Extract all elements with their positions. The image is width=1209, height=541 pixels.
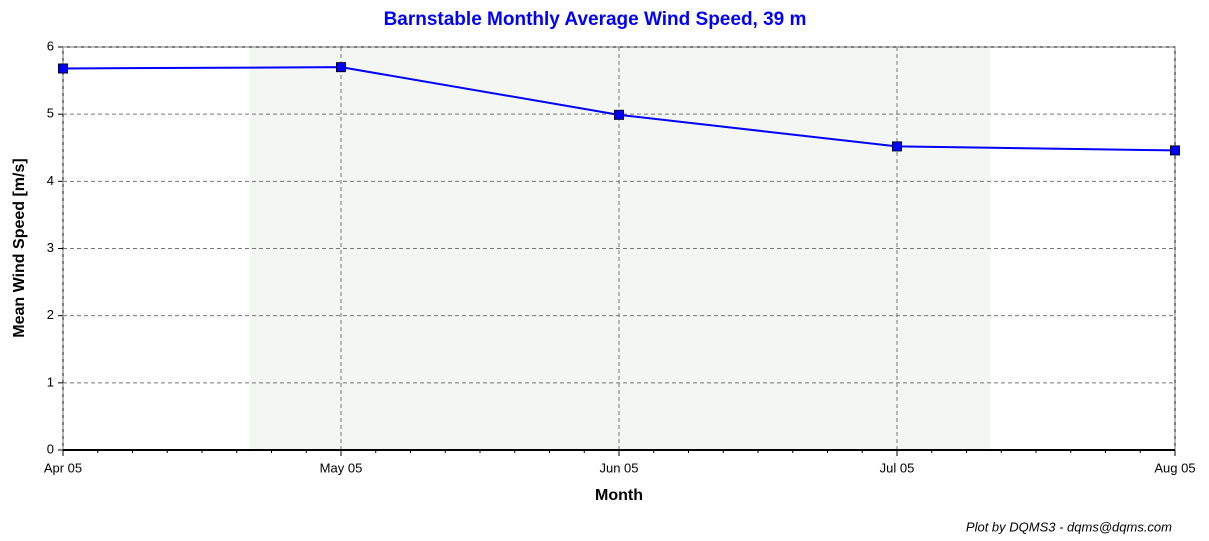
point — [614, 109, 624, 120]
footer: Plot by DQMS3 - dqms@dqms.com — [966, 519, 1172, 534]
y-tick-label: 3 — [47, 240, 54, 255]
y-axis-label: Mean Wind Speed [m/s] — [11, 158, 28, 337]
y-tick-label: 2 — [47, 307, 54, 322]
x-tick-label: Aug 05 — [1154, 460, 1195, 475]
x-axis-label: Month — [595, 487, 643, 504]
point — [892, 141, 902, 152]
y-tick-label: 1 — [47, 374, 54, 389]
x-tick-label: May 05 — [320, 460, 363, 475]
x-tick-label: Apr 05 — [44, 460, 82, 475]
point — [336, 62, 346, 73]
y-tick-label: 5 — [47, 106, 54, 121]
point — [58, 63, 68, 74]
x-tick-label: Jun 05 — [599, 460, 638, 475]
y-tick-label: 6 — [47, 38, 54, 53]
x-tick-label: Jul 05 — [880, 460, 915, 475]
y-tick-label: 4 — [47, 173, 54, 188]
y-tick-label: 0 — [47, 441, 54, 456]
point — [1170, 145, 1180, 156]
chart-title: Barnstable Monthly Average Wind Speed, 3… — [384, 9, 807, 30]
